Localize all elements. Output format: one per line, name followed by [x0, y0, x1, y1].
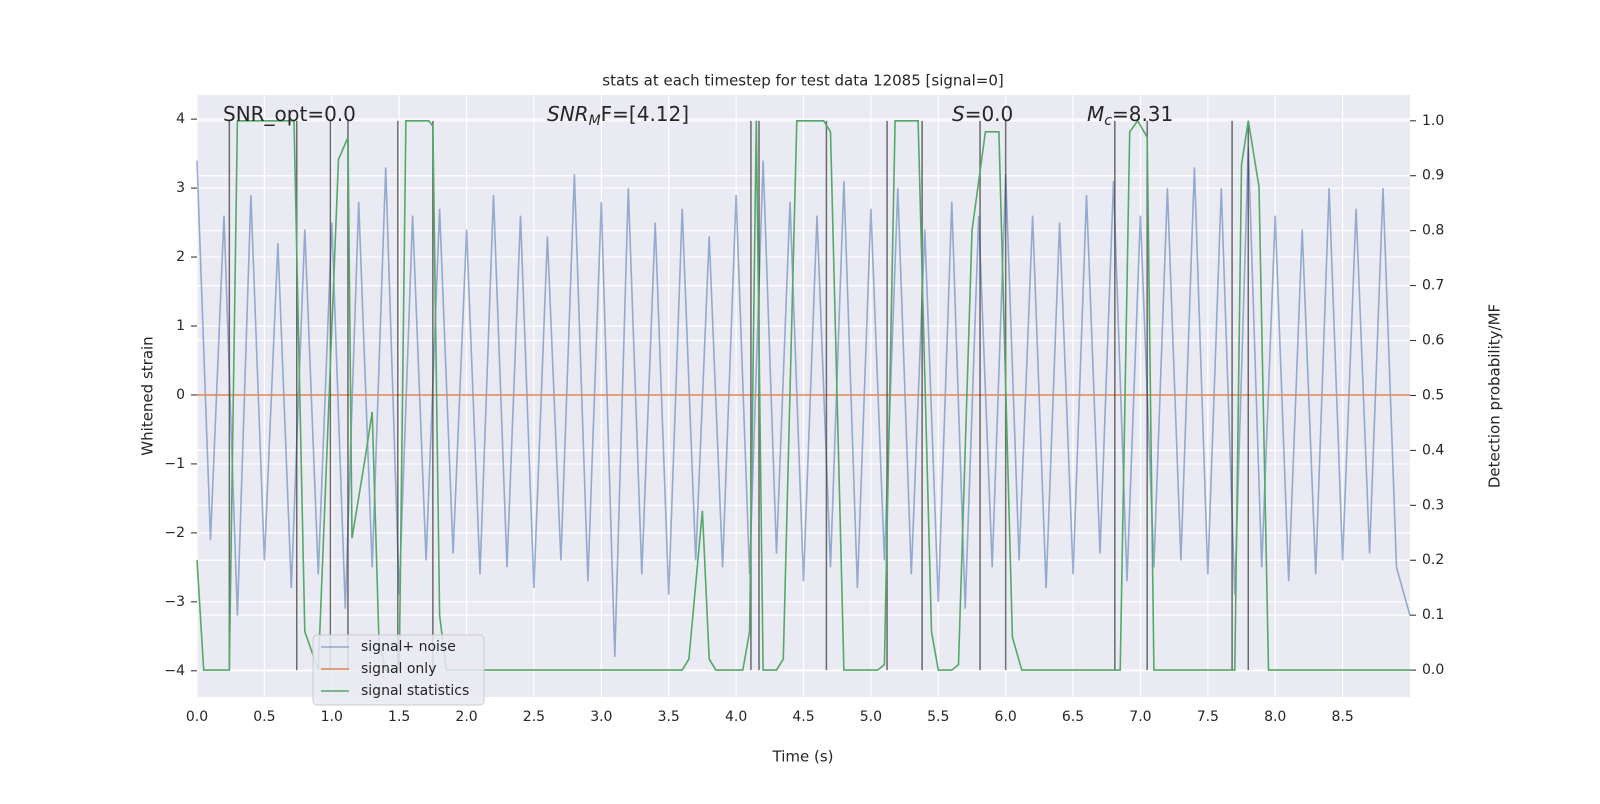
legend-label: signal+ noise	[361, 639, 456, 655]
chart-title: stats at each timestep for test data 120…	[602, 72, 1003, 90]
x-tick-label: 5.0	[860, 709, 882, 725]
y-tick-label: 0	[176, 387, 185, 403]
y2-tick-label: 0.9	[1422, 168, 1444, 184]
annotation: S=0.0	[952, 102, 1013, 126]
y-tick-label: −4	[164, 663, 185, 679]
y2-tick-label: 0.8	[1422, 223, 1444, 239]
legend-label: signal only	[361, 661, 436, 677]
x-tick-label: 8.5	[1331, 709, 1353, 725]
annotation: Mc=8.31	[1087, 102, 1173, 130]
y2-axis-label: Detection probability/MF	[1486, 304, 1504, 488]
annotation-part: SNR	[547, 102, 589, 126]
annotation-part: F=[4.12]	[601, 102, 689, 126]
annotation: SNRMF=[4.12]	[547, 102, 689, 130]
y2-tick-label: 1.0	[1422, 113, 1444, 129]
marks	[196, 119, 1411, 671]
y2-tick-label: 0.4	[1422, 442, 1444, 458]
annotation-part: =0.0	[965, 102, 1014, 126]
y2-tick-label: 0.7	[1422, 278, 1444, 294]
y2-tick-label: 0.0	[1422, 662, 1444, 678]
y-tick-label: −2	[164, 525, 185, 541]
annotation: SNR_opt=0.0	[223, 102, 356, 126]
y-tick-label: 4	[176, 111, 185, 127]
x-tick-label: 3.0	[590, 709, 612, 725]
x-axis-label: Time (s)	[772, 748, 834, 766]
annotation-part: SNR_opt=0.0	[223, 102, 356, 126]
y2-tick-label: 0.5	[1422, 387, 1444, 403]
legend-label: signal statistics	[361, 683, 469, 699]
x-tick-label: 1.5	[388, 709, 410, 725]
series-line	[196, 119, 1410, 671]
x-tick-label: 5.5	[927, 709, 949, 725]
series-line	[196, 146, 1411, 658]
x-tick-label: 7.5	[1197, 709, 1219, 725]
x-tick-label: 1.0	[321, 709, 343, 725]
x-tick-label: 2.5	[523, 709, 545, 725]
x-tick-label: 0.0	[186, 709, 208, 725]
ticks: 0.0 0.5 1.0 1.5 2.0 2.5 3.0 3.5 4.0 4.5 5.0 5.5 6.0 6…	[164, 102, 1444, 726]
y-axis-label: Whitened strain	[139, 336, 157, 455]
annotation-part: M	[1087, 102, 1104, 126]
annotation-part: c	[1104, 113, 1112, 129]
legend: signal+ noise signal only signal statistic…	[312, 634, 485, 706]
legend-box	[312, 634, 485, 706]
x-tick-label: 7.0	[1129, 709, 1151, 725]
y-tick-label: 2	[176, 249, 185, 265]
annotation-part: =8.31	[1112, 102, 1173, 126]
x-tick-label: 6.0	[995, 709, 1017, 725]
x-tick-label: 0.5	[253, 709, 275, 725]
y2-tick-label: 0.3	[1422, 497, 1444, 513]
y2-tick-label: 0.1	[1422, 607, 1444, 623]
x-tick-label: 3.5	[658, 709, 680, 725]
annotation-part: M	[589, 113, 601, 129]
y2-tick-label: 0.2	[1422, 552, 1444, 568]
y-tick-label: −3	[164, 594, 185, 610]
y-tick-label: −1	[164, 456, 185, 472]
y2-tick-label: 0.6	[1422, 333, 1444, 349]
x-tick-label: 6.5	[1062, 709, 1084, 725]
y-tick-label: 1	[176, 318, 185, 334]
annotation-part: S	[952, 102, 965, 126]
x-tick-label: 4.5	[792, 709, 814, 725]
x-tick-label: 2.0	[455, 709, 477, 725]
x-tick-label: 4.0	[725, 709, 747, 725]
x-tick-label: 8.0	[1264, 709, 1286, 725]
y-tick-label: 3	[176, 180, 185, 196]
